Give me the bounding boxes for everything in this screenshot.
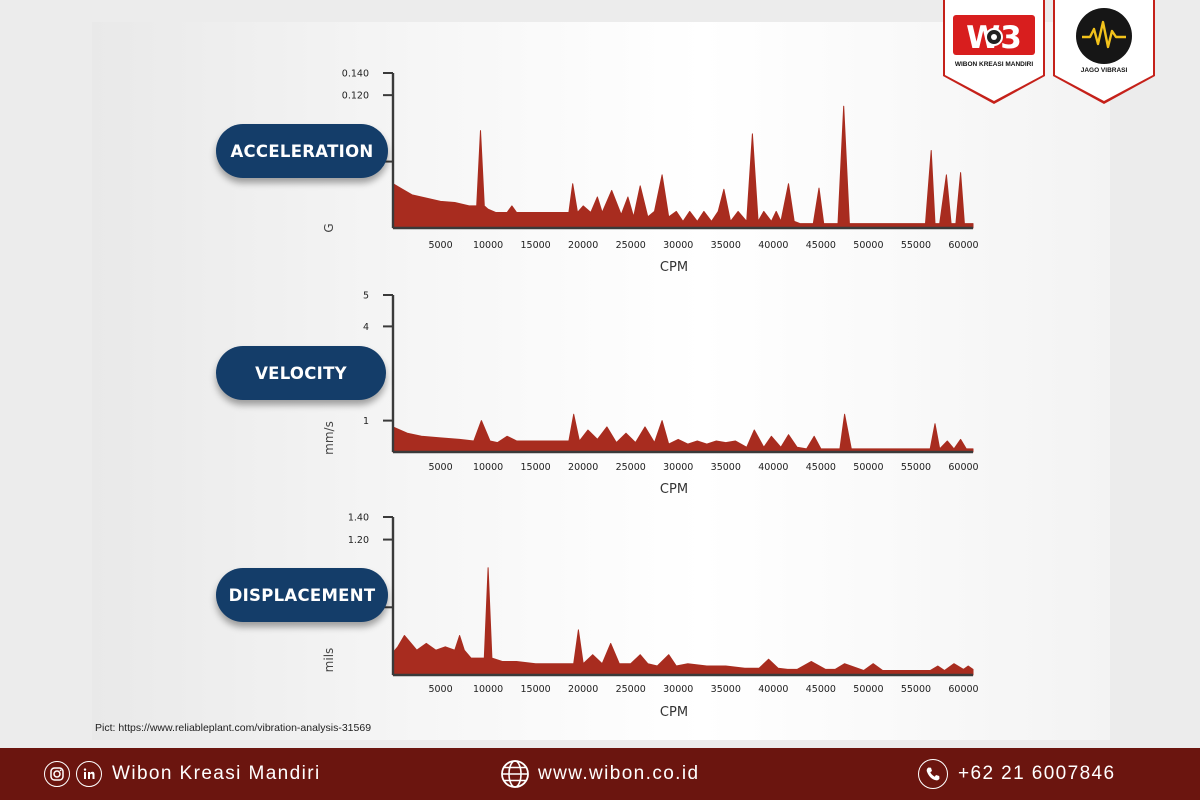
displacement-x-tick-label: 25000 [616, 684, 646, 695]
velocity-x-tick-label: 20000 [568, 462, 598, 473]
wibon-logo: W3 [943, 0, 1045, 104]
image-credit: Pict: https://www.reliableplant.com/vibr… [95, 722, 372, 734]
displacement-y-tick-label: 1.40 [348, 513, 369, 524]
jago-vibrasi-logo [1053, 0, 1155, 104]
velocity-x-tick-label: 10000 [473, 462, 503, 473]
displacement-x-tick-label: 20000 [568, 684, 598, 695]
velocity-x-tick-label: 35000 [711, 462, 741, 473]
acceleration-x-tick-label: 60000 [948, 240, 978, 251]
social-links: Wibon Kreasi Mandiri [44, 748, 321, 800]
acceleration-x-axis-title: CPM [660, 260, 688, 275]
velocity-spectrum-area [392, 413, 974, 453]
phone-number: +62 21 6007846 [958, 763, 1116, 784]
instagram-icon[interactable] [44, 761, 70, 787]
velocity-y-tick-label: 1 [363, 416, 369, 427]
displacement-x-tick-label: 30000 [663, 684, 693, 695]
acceleration-x-tick-label: 30000 [663, 240, 693, 251]
displacement-x-tick-label: 50000 [853, 684, 883, 695]
acceleration-spectrum-area [392, 105, 974, 229]
velocity-x-tick-label: 55000 [901, 462, 931, 473]
displacement-x-tick-label: 5000 [428, 684, 452, 695]
website-link[interactable]: www.wibon.co.id [500, 748, 699, 800]
acceleration-x-tick-label: 35000 [711, 240, 741, 251]
displacement-y-tick-label: 1.20 [348, 535, 369, 546]
displacement-x-tick-label: 15000 [521, 684, 551, 695]
phone-contact[interactable]: +62 21 6007846 [918, 748, 1116, 800]
displacement-label: DISPLACEMENT [216, 568, 388, 622]
website-url: www.wibon.co.id [538, 763, 700, 784]
displacement-x-tick-label: 10000 [473, 684, 503, 695]
velocity-x-axis-title: CPM [660, 482, 688, 497]
phone-icon [918, 759, 948, 789]
velocity-y-axis-title: mm/s [322, 421, 336, 455]
jago-vibrasi-badge: JAGO VIBRASI [1053, 0, 1155, 104]
wibon-name: WIBON KREASI MANDIRI [954, 61, 1034, 68]
acceleration-x-tick-label: 50000 [853, 240, 883, 251]
acceleration-y-axis-title: G [322, 223, 336, 232]
displacement-x-tick-label: 35000 [711, 684, 741, 695]
displacement-x-tick-label: 45000 [806, 684, 836, 695]
velocity-x-tick-label: 15000 [521, 462, 551, 473]
displacement-x-axis-title: CPM [660, 705, 688, 720]
velocity-y-tick-label: 5 [363, 291, 369, 302]
linkedin-icon[interactable] [76, 761, 102, 787]
velocity-y-tick-label: 4 [363, 322, 369, 333]
vibration-charts: 0.1400.1200.0605000100001500020000250003… [322, 69, 979, 721]
acceleration-x-tick-label: 40000 [758, 240, 788, 251]
jago-vibrasi-name: JAGO VIBRASI [1080, 67, 1128, 74]
displacement-x-tick-label: 60000 [948, 684, 978, 695]
acceleration-x-tick-label: 10000 [473, 240, 503, 251]
footer-bar: Wibon Kreasi Mandiri www.wibon.co.id +62… [0, 748, 1200, 800]
displacement-y-axis-title: mils [322, 648, 336, 673]
acceleration-y-tick-label: 0.120 [342, 91, 369, 102]
velocity-x-tick-label: 40000 [758, 462, 788, 473]
acceleration-x-tick-label: 20000 [568, 240, 598, 251]
acceleration-x-tick-label: 25000 [616, 240, 646, 251]
acceleration-x-tick-label: 45000 [806, 240, 836, 251]
velocity-x-tick-label: 45000 [806, 462, 836, 473]
velocity-x-tick-label: 50000 [853, 462, 883, 473]
displacement-x-tick-label: 55000 [901, 684, 931, 695]
displacement-spectrum-area [392, 567, 974, 676]
acceleration-label: ACCELERATION [216, 124, 388, 178]
company-name: Wibon Kreasi Mandiri [112, 763, 321, 784]
acceleration-x-tick-label: 55000 [901, 240, 931, 251]
velocity-x-tick-label: 5000 [428, 462, 452, 473]
acceleration-y-tick-label: 0.140 [342, 69, 369, 80]
velocity-x-tick-label: 30000 [663, 462, 693, 473]
displacement-x-tick-label: 40000 [758, 684, 788, 695]
wibon-badge: W3 WIBON KREASI MANDIRI [943, 0, 1045, 104]
globe-icon [500, 759, 530, 789]
velocity-x-tick-label: 60000 [948, 462, 978, 473]
velocity-label: VELOCITY [216, 346, 386, 400]
acceleration-x-tick-label: 15000 [521, 240, 551, 251]
velocity-x-tick-label: 25000 [616, 462, 646, 473]
acceleration-x-tick-label: 5000 [428, 240, 452, 251]
